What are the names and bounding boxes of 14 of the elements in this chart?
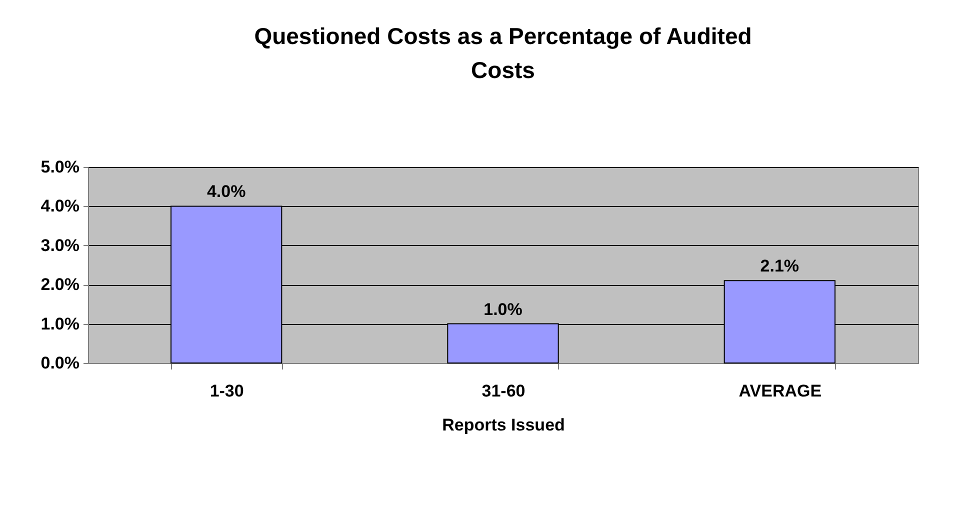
x-tick-label: 1-30 (210, 382, 244, 400)
y-tick-label: 2.0% (40, 275, 80, 294)
data-label: 4.0% (206, 182, 246, 202)
chart-title: Questioned Costs as a Percentage of Audited Costs (254, 23, 752, 83)
y-tick-label: 0.0% (40, 354, 80, 372)
y-tick-label: 4.0% (40, 196, 80, 216)
x-tick-label: AVERAGE (738, 382, 822, 400)
y-tick-label: 1.0% (40, 314, 80, 334)
data-label: 1.0% (484, 300, 522, 319)
x-tick-label: 31-60 (482, 382, 526, 400)
x-axis-title: Reports Issued (442, 416, 565, 434)
y-tick-label: 3.0% (40, 236, 80, 255)
y-tick-label: 5.0% (40, 158, 80, 176)
data-label: 2.1% (760, 256, 800, 276)
